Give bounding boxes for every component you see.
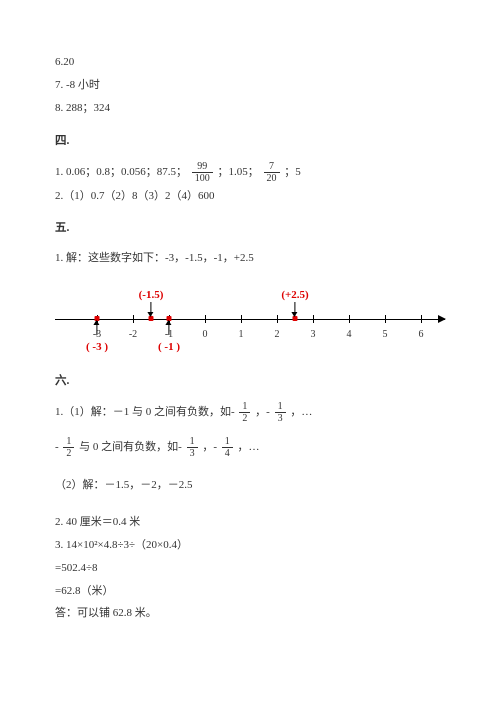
tick <box>313 315 314 323</box>
pointer-arrow-icon <box>96 321 97 335</box>
frac-den: 100 <box>192 173 213 184</box>
frac-den: 4 <box>222 448 233 459</box>
s4-q1-c: ；5 <box>284 166 301 178</box>
ans-7: 7. -8 小时 <box>55 75 445 96</box>
frac-num: 1 <box>222 436 233 448</box>
point-label: ( -3 ) <box>86 337 108 358</box>
tick <box>205 315 206 323</box>
tick <box>133 315 134 323</box>
frac-den: 3 <box>275 413 286 424</box>
section-5-title: 五. <box>55 218 445 240</box>
s6-l3: =502.4÷8 <box>55 558 445 579</box>
fraction: 1 2 <box>63 436 74 459</box>
text: 与 0 之间有负数，如- <box>79 441 182 453</box>
s6-q1-2: （2）解：－1.5，－2，－2.5 <box>55 475 445 496</box>
ans-6: 6.20 <box>55 52 445 73</box>
frac-num: 1 <box>187 436 198 448</box>
frac-num: 1 <box>63 436 74 448</box>
text: ，… <box>290 406 312 418</box>
tick <box>421 315 422 323</box>
text: ，- <box>202 441 217 453</box>
tick-label: 5 <box>383 325 388 344</box>
frac-num: 1 <box>275 401 286 413</box>
text: 1.（1）解：－1 与 0 之间有负数，如- <box>55 406 235 418</box>
tick <box>385 315 386 323</box>
tick <box>241 315 242 323</box>
tick-label: 6 <box>419 325 424 344</box>
s4-q1-b: ；1.05； <box>218 166 259 178</box>
s6-l1: 2. 40 厘米＝0.4 米 <box>55 512 445 533</box>
frac-num: 99 <box>192 161 213 173</box>
frac-den: 2 <box>63 448 74 459</box>
s6-l5: 答：可以铺 62.8 米。 <box>55 603 445 624</box>
ans-8: 8. 288；324 <box>55 98 445 119</box>
axis-arrow-icon <box>438 315 446 323</box>
fraction: 7 20 <box>264 161 280 184</box>
tick-label: 2 <box>275 325 280 344</box>
s6-q1-line1: 1.（1）解：－1 与 0 之间有负数，如- 1 2 ，- 1 3 ，… <box>55 401 445 424</box>
fraction: 1 3 <box>187 436 198 459</box>
s6-l4: =62.8（米） <box>55 581 445 602</box>
fraction: 1 4 <box>222 436 233 459</box>
s4-q1: 1. 0.06；0.8；0.056；87.5； 99 100 ；1.05； 7 … <box>55 161 445 184</box>
s4-q2: 2.（1）0.7（2）8（3）2（4）600 <box>55 186 445 207</box>
section-4-title: 四. <box>55 131 445 153</box>
s6-q1-line2: - 1 2 与 0 之间有负数，如- 1 3 ，- 1 4 ，… <box>55 436 445 459</box>
tick <box>277 315 278 323</box>
number-line: -3-2-10123456( -3 )(-1.5)( -1 )(+2.5) <box>55 279 445 359</box>
text: - <box>55 441 59 453</box>
tick <box>349 315 350 323</box>
fraction: 1 2 <box>239 401 250 424</box>
s4-q1-a: 1. 0.06；0.8；0.056；87.5； <box>55 166 187 178</box>
frac-den: 2 <box>239 413 250 424</box>
tick-label: -2 <box>129 325 137 344</box>
fraction: 99 100 <box>192 161 213 184</box>
fraction: 1 3 <box>275 401 286 424</box>
frac-den: 20 <box>264 173 280 184</box>
frac-num: 7 <box>264 161 280 173</box>
axis-line <box>55 319 445 320</box>
text: ，… <box>238 441 260 453</box>
point-label: (+2.5) <box>281 285 308 306</box>
s6-l2: 3. 14×10²×4.8÷3÷（20×0.4） <box>55 535 445 556</box>
s5-q1: 1. 解：这些数字如下：-3，-1.5，-1，+2.5 <box>55 248 445 269</box>
section-6-title: 六. <box>55 371 445 393</box>
tick-label: 1 <box>239 325 244 344</box>
frac-den: 3 <box>187 448 198 459</box>
tick-label: 4 <box>347 325 352 344</box>
tick-label: 3 <box>311 325 316 344</box>
point-label: (-1.5) <box>139 285 164 306</box>
pointer-arrow-icon <box>168 321 169 335</box>
point-label: ( -1 ) <box>158 337 180 358</box>
frac-num: 1 <box>239 401 250 413</box>
text: ，- <box>255 406 270 418</box>
tick-label: 0 <box>203 325 208 344</box>
